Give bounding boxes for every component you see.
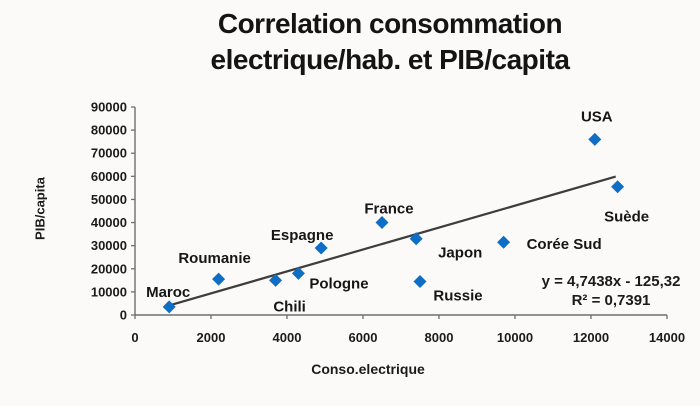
y-tick-label: 0 bbox=[120, 308, 127, 323]
data-point-roumanie bbox=[212, 272, 226, 286]
x-tick-label: 10000 bbox=[497, 330, 533, 345]
y-tick-label: 10000 bbox=[91, 284, 127, 299]
point-label-maroc: Maroc bbox=[146, 284, 190, 301]
y-tick-label: 70000 bbox=[91, 146, 127, 161]
chart-title-line2: electrique/hab. et PIB/capita bbox=[210, 44, 570, 75]
x-tick-label: 12000 bbox=[573, 330, 609, 345]
point-label-japon: Japon bbox=[438, 245, 482, 262]
data-point-japon bbox=[409, 232, 423, 246]
x-tick-label: 14000 bbox=[649, 330, 685, 345]
point-label-usa: USA bbox=[581, 108, 613, 125]
data-point-pologne bbox=[291, 266, 305, 280]
trendline bbox=[168, 175, 617, 307]
point-label-chili: Chili bbox=[273, 298, 306, 315]
x-tick-label: 2000 bbox=[197, 330, 226, 345]
data-point-usa bbox=[588, 132, 602, 146]
y-tick-label: 50000 bbox=[91, 192, 127, 207]
point-label-roumanie: Roumanie bbox=[178, 250, 251, 267]
chart-title: Correlation consommation electrique/hab.… bbox=[80, 6, 700, 78]
point-label-corée-sud: Corée Sud bbox=[527, 236, 602, 253]
point-label-russie: Russie bbox=[433, 287, 482, 304]
y-tick-label: 40000 bbox=[91, 215, 127, 230]
y-tick-label: 90000 bbox=[91, 100, 127, 115]
y-tick-label: 30000 bbox=[91, 238, 127, 253]
data-point-maroc bbox=[162, 300, 176, 314]
x-tick-label: 0 bbox=[131, 330, 138, 345]
y-tick-label: 80000 bbox=[91, 123, 127, 138]
point-label-suède: Suède bbox=[604, 209, 649, 226]
y-axis-title: PIB/capita bbox=[32, 177, 48, 240]
point-label-france: France bbox=[364, 201, 413, 218]
x-axis-title: Conso.electrique bbox=[311, 361, 425, 377]
data-point-espagne bbox=[314, 241, 328, 255]
point-label-espagne: Espagne bbox=[271, 227, 334, 244]
x-tick-label: 4000 bbox=[273, 330, 302, 345]
data-point-corée-sud bbox=[497, 235, 511, 249]
data-point-russie bbox=[413, 274, 427, 288]
y-tick-label: 20000 bbox=[91, 261, 127, 276]
data-point-suède bbox=[611, 180, 625, 194]
y-tick-label: 60000 bbox=[91, 169, 127, 184]
point-label-pologne: Pologne bbox=[309, 275, 368, 292]
chart-title-line1: Correlation consommation bbox=[217, 8, 563, 39]
data-point-chili bbox=[269, 273, 283, 287]
x-tick-label: 6000 bbox=[349, 330, 378, 345]
data-point-france bbox=[375, 216, 389, 230]
x-tick-label: 8000 bbox=[425, 330, 454, 345]
